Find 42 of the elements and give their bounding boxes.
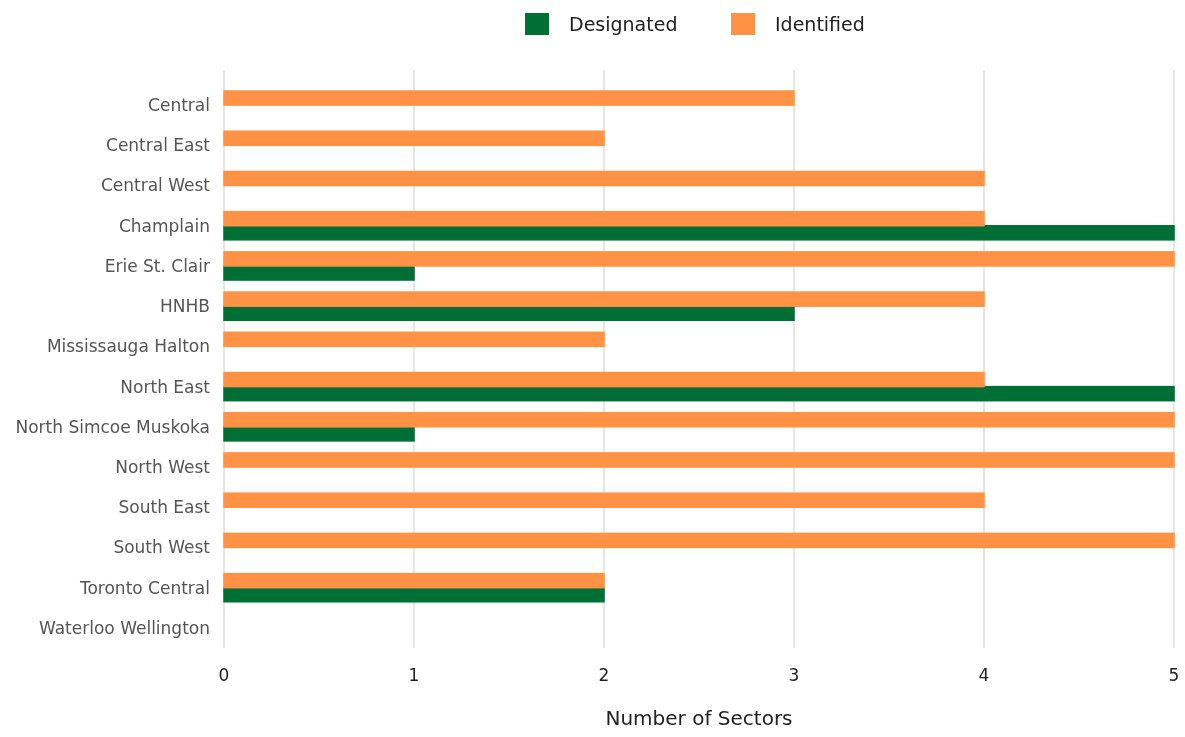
x-tick-label: 4 — [978, 665, 990, 685]
y-tick-label: North Simcoe Muskoka — [15, 416, 210, 437]
bar — [223, 331, 605, 348]
y-tick-label: Central East — [106, 135, 211, 156]
y-tick-label: Central West — [100, 175, 211, 196]
bar — [223, 130, 605, 147]
bar — [223, 305, 795, 321]
bar — [223, 532, 1175, 549]
bar — [223, 385, 1175, 402]
bar — [223, 225, 1175, 241]
y-tick-label: South East — [118, 497, 211, 518]
y-tick-label: Erie St. Clair — [104, 255, 210, 276]
x-tick-label: 2 — [598, 665, 610, 685]
x-tick-label: 1 — [408, 665, 420, 685]
bar — [223, 492, 985, 508]
y-tick-label: South West — [113, 537, 211, 558]
bar — [223, 90, 795, 106]
x-tick-label: 0 — [218, 665, 230, 685]
y-tick-label: Mississauga Halton — [46, 336, 210, 357]
bar — [223, 452, 1175, 468]
bar — [223, 291, 985, 307]
legend-label: Designated — [569, 12, 678, 35]
y-tick-label: Central — [148, 95, 210, 116]
bar — [223, 210, 985, 227]
bar — [223, 265, 415, 281]
y-tick-label: Champlain — [118, 215, 210, 236]
bar — [223, 170, 985, 187]
x-axis-title: Number of Sectors — [605, 706, 793, 730]
bar — [223, 426, 415, 442]
bar — [223, 572, 605, 589]
legend-label: Identified — [775, 12, 865, 35]
bar — [223, 586, 605, 603]
x-tick-label: 3 — [788, 665, 800, 685]
y-tick-label: North East — [120, 376, 211, 397]
bar — [223, 371, 985, 388]
y-tick-label: North West — [115, 456, 211, 477]
y-tick-label: Toronto Central — [78, 577, 210, 598]
bar — [223, 412, 1175, 428]
y-tick-label: HNHB — [160, 296, 210, 317]
x-tick-label: 5 — [1168, 665, 1180, 685]
y-tick-label: Waterloo Wellington — [38, 617, 210, 638]
bar — [223, 251, 1175, 267]
